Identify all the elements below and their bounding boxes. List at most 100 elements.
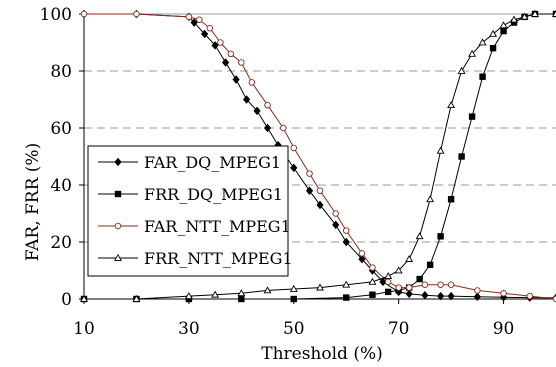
data-point	[290, 163, 298, 173]
data-point	[426, 195, 435, 203]
data-point	[479, 73, 486, 80]
data-point	[242, 95, 251, 104]
data-point	[447, 101, 456, 109]
data-point	[238, 59, 245, 66]
data-point	[190, 18, 198, 27]
data-point	[133, 10, 140, 18]
legend-entry: FAR_NTT_MPEG1	[98, 217, 291, 236]
data-point	[306, 170, 313, 177]
legend-label: FRR_NTT_MPEG1	[144, 249, 293, 268]
y-tick-label: 60	[50, 119, 72, 139]
data-point	[227, 50, 235, 58]
data-point	[211, 41, 219, 50]
data-point	[489, 29, 498, 37]
data-point	[289, 284, 298, 292]
data-point	[394, 266, 403, 274]
data-point	[280, 124, 287, 132]
data-point	[316, 200, 324, 210]
y-tick-label: 100	[40, 5, 72, 25]
data-point	[316, 283, 324, 291]
series-frr-ntt-mpeg1	[80, 9, 556, 302]
data-point	[384, 272, 393, 280]
data-point	[447, 281, 455, 289]
data-point	[232, 75, 240, 84]
data-point	[415, 232, 424, 240]
data-point	[510, 15, 519, 23]
data-point	[520, 12, 529, 20]
data-point	[457, 66, 466, 74]
data-point	[473, 292, 481, 301]
x-tick-label: 70	[388, 319, 410, 339]
data-point	[184, 292, 193, 299]
data-point	[316, 187, 324, 194]
y-axis-label: FAR, FRR (%)	[23, 143, 43, 261]
data-point	[421, 281, 429, 289]
legend-marker	[114, 253, 122, 261]
data-point	[263, 123, 272, 133]
data-point	[290, 295, 297, 303]
data-point	[132, 294, 141, 302]
data-point	[253, 106, 261, 116]
data-point	[342, 237, 350, 247]
data-point	[305, 186, 314, 195]
data-point	[369, 264, 376, 271]
data-point	[531, 9, 539, 17]
data-point	[468, 113, 476, 120]
data-point	[358, 254, 366, 264]
data-point	[201, 29, 209, 39]
data-point	[211, 290, 220, 298]
data-point	[196, 16, 203, 23]
plot-area	[80, 9, 556, 303]
data-point	[185, 13, 193, 21]
data-point	[499, 21, 508, 29]
data-point	[426, 261, 434, 268]
data-point	[405, 284, 413, 291]
data-point	[405, 289, 413, 299]
data-point	[468, 49, 477, 57]
data-point	[222, 58, 230, 67]
data-point	[384, 278, 392, 286]
legend-entry: FRR_NTT_MPEG1	[98, 249, 293, 268]
x-tick-label: 10	[73, 319, 95, 339]
data-point	[437, 291, 445, 301]
data-point	[552, 295, 556, 303]
data-point	[447, 291, 455, 301]
data-point	[206, 25, 214, 32]
data-point	[421, 291, 429, 300]
data-point	[368, 277, 377, 285]
x-axis-label: Threshold (%)	[261, 344, 383, 364]
data-point	[238, 295, 245, 303]
legend-label: FAR_DQ_MPEG1	[144, 153, 281, 172]
data-point	[447, 196, 455, 203]
y-tick-label: 80	[50, 62, 72, 82]
legend-label: FAR_NTT_MPEG1	[144, 217, 291, 236]
x-tick-label: 90	[493, 319, 515, 339]
legend-box	[87, 145, 289, 277]
data-point	[437, 281, 444, 289]
y-tick-label: 20	[50, 233, 72, 253]
data-point	[437, 233, 444, 240]
data-point	[395, 284, 402, 291]
legend-entry: FRR_DQ_MPEG1	[98, 185, 283, 204]
data-point	[458, 153, 465, 160]
data-point	[80, 10, 88, 18]
tick-labels: 0 20 40 60 80 100 10 30 50 70 90	[40, 5, 515, 339]
data-point	[474, 287, 481, 294]
data-point	[264, 101, 271, 109]
data-point	[379, 277, 387, 287]
data-point	[248, 79, 256, 86]
series-line	[84, 13, 556, 300]
legend-marker	[114, 222, 122, 230]
data-point	[384, 288, 392, 296]
series-far-ntt-mpeg1	[80, 10, 556, 303]
legend-marker	[114, 157, 122, 167]
data-point	[500, 27, 507, 35]
data-point	[80, 294, 88, 302]
data-point	[436, 146, 445, 154]
data-point	[358, 250, 366, 257]
data-point	[489, 45, 497, 52]
data-point	[526, 292, 534, 300]
data-point	[332, 220, 340, 230]
data-point	[263, 286, 272, 294]
